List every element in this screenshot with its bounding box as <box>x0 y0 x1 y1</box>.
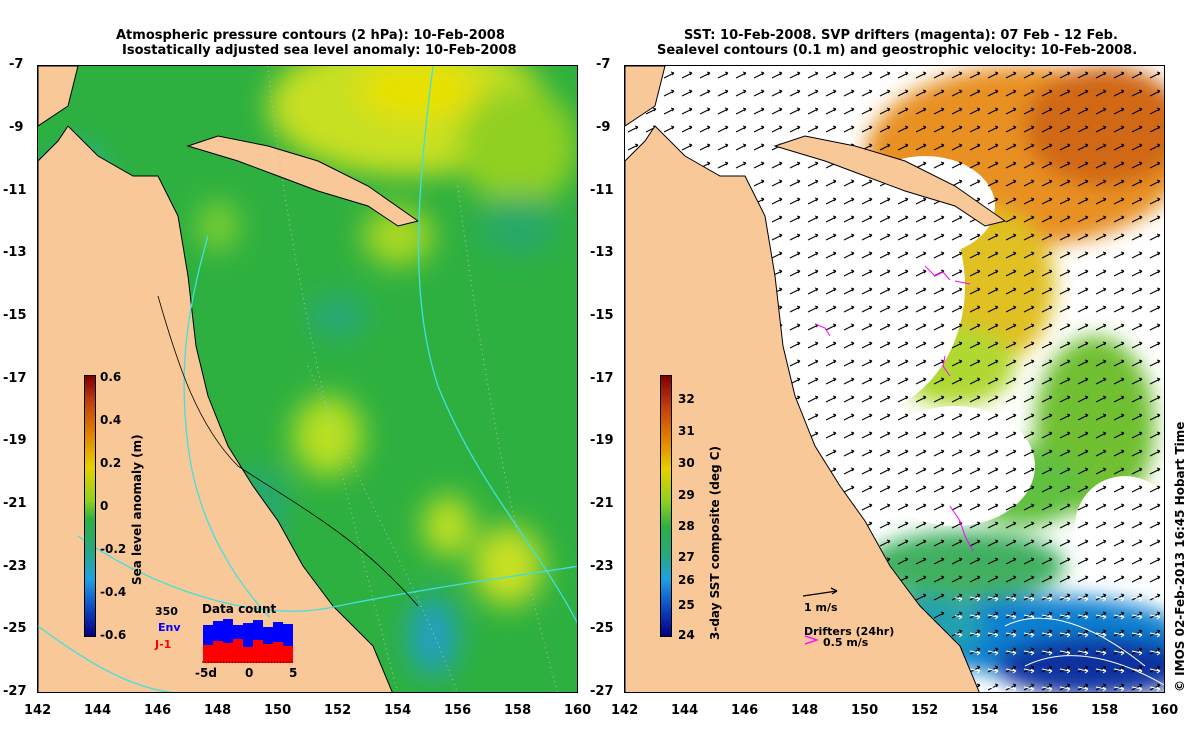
australia-landmass <box>38 125 393 692</box>
sst-tick-6: 26 <box>678 573 695 587</box>
inset-xtick-1: 0 <box>245 666 254 680</box>
sst-tick-8: 24 <box>678 628 695 642</box>
left-xtick-5: 152 <box>324 703 352 718</box>
drifters-label: Drifters (24hr) <box>804 625 895 638</box>
sla-tick-3: 0 <box>100 499 109 513</box>
sea-level-map <box>37 65 578 693</box>
left-xtick-9: 160 <box>564 703 592 718</box>
left-ytick-0: -7 <box>9 57 24 72</box>
left-ytick-5: -17 <box>3 371 27 386</box>
sla-tick-4: -0.2 <box>100 542 127 556</box>
right-xtick-8: 158 <box>1091 703 1119 718</box>
right-xtick-9: 160 <box>1151 703 1179 718</box>
drifter-speed-label: 0.5 m/s <box>823 636 869 649</box>
right-ytick-7: -21 <box>590 496 614 511</box>
sla-tick-1: 0.4 <box>100 413 122 427</box>
left-coast-patch <box>38 66 79 127</box>
sst-colorbar-label: 3-day SST composite (deg C) <box>708 445 722 640</box>
left-xtick-0: 142 <box>24 703 52 718</box>
data-count-inset: 350 Env J-1 Data count -5d 0 <box>150 602 300 687</box>
inset-title: Data count <box>202 602 277 616</box>
left-title-line2: Isostatically adjusted sea level anomaly… <box>122 43 517 58</box>
left-xtick-2: 146 <box>144 703 172 718</box>
right-xtick-0: 142 <box>611 703 639 718</box>
sst-tick-0: 32 <box>678 392 695 406</box>
reef-outline <box>157 295 419 607</box>
right-ytick-3: -13 <box>590 245 614 260</box>
left-ytick-1: -9 <box>9 120 24 135</box>
left-title-line1: Atmospheric pressure contours (2 hPa): 1… <box>116 28 505 43</box>
left-coast-patch-sst <box>625 66 666 127</box>
left-ytick-8: -23 <box>3 559 27 574</box>
right-xtick-4: 150 <box>851 703 879 718</box>
sla-tick-5: -0.4 <box>100 585 127 599</box>
right-ytick-1: -9 <box>596 120 611 135</box>
left-xtick-6: 154 <box>384 703 412 718</box>
inset-env-label: Env <box>158 621 181 634</box>
right-xtick-3: 148 <box>791 703 819 718</box>
left-xtick-4: 150 <box>264 703 292 718</box>
left-ytick-3: -13 <box>3 245 27 260</box>
sst-tick-4: 28 <box>678 519 695 533</box>
data-count-bars <box>202 617 294 663</box>
right-xtick-2: 146 <box>731 703 759 718</box>
right-title-line1: SST: 10-Feb-2008. SVP drifters (magenta)… <box>684 28 1118 43</box>
right-xtick-6: 154 <box>971 703 999 718</box>
velocity-vectors-south <box>955 596 1164 692</box>
sla-tick-6: -0.6 <box>100 628 127 642</box>
left-ytick-9: -25 <box>3 621 27 636</box>
sst-colorbar <box>660 375 672 637</box>
new-guinea-coast-sst <box>773 135 1007 227</box>
inset-xtick-2: 5 <box>289 666 298 680</box>
left-ytick-10: -27 <box>3 684 27 699</box>
bathymetry-contours <box>267 66 558 692</box>
sla-tick-0: 0.6 <box>100 370 122 384</box>
sea-level-contours <box>1004 617 1164 686</box>
right-ytick-0: -7 <box>596 57 611 72</box>
drifter-legend-mark <box>804 635 820 645</box>
sst-map: 1 m/s Drifters (24hr) 0.5 m/s <box>624 65 1165 693</box>
left-ytick-4: -15 <box>3 308 27 323</box>
velocity-scale-arrow <box>802 590 838 597</box>
right-xtick-5: 152 <box>911 703 939 718</box>
left-ytick-6: -19 <box>3 433 27 448</box>
sst-tick-5: 27 <box>678 550 695 564</box>
right-xtick-7: 156 <box>1031 703 1059 718</box>
left-xtick-7: 156 <box>444 703 472 718</box>
drifter-tracks <box>814 265 974 552</box>
sea-level-colorbar <box>84 375 96 637</box>
right-ytick-4: -15 <box>590 308 614 323</box>
sea-level-map-svg <box>38 66 577 692</box>
right-ytick-2: -11 <box>590 183 614 198</box>
left-xtick-8: 158 <box>504 703 532 718</box>
sst-tick-2: 30 <box>678 456 695 470</box>
sla-tick-2: 0.2 <box>100 456 122 470</box>
right-ytick-5: -17 <box>590 371 614 386</box>
new-guinea-coast <box>186 135 420 227</box>
sla-colorbar-label: Sea level anomaly (m) <box>130 434 144 585</box>
right-xtick-1: 144 <box>671 703 699 718</box>
pressure-contours <box>38 66 577 692</box>
sst-map-svg <box>625 66 1164 692</box>
right-ytick-8: -23 <box>590 559 614 574</box>
left-ytick-2: -11 <box>3 183 27 198</box>
right-title-line2: Sealevel contours (0.1 m) and geostrophi… <box>657 43 1138 58</box>
inset-xtick-0: -5d <box>195 666 217 680</box>
imos-credit: © IMOS 02-Feb-2013 16:45 Hobart Time <box>1173 421 1187 692</box>
right-ytick-9: -25 <box>590 621 614 636</box>
sst-tick-1: 31 <box>678 424 695 438</box>
australia-landmass-sst <box>625 125 980 692</box>
velocity-scale-label: 1 m/s <box>804 601 838 614</box>
right-ytick-6: -19 <box>590 433 614 448</box>
left-ytick-7: -21 <box>3 496 27 511</box>
left-xtick-3: 148 <box>204 703 232 718</box>
left-xtick-1: 144 <box>84 703 112 718</box>
right-ytick-10: -27 <box>590 684 614 699</box>
j1-bars <box>203 639 293 663</box>
inset-max-label: 350 <box>155 605 178 618</box>
sst-tick-7: 25 <box>678 598 695 612</box>
sst-tick-3: 29 <box>678 488 695 502</box>
inset-j1-label: J-1 <box>155 638 172 651</box>
